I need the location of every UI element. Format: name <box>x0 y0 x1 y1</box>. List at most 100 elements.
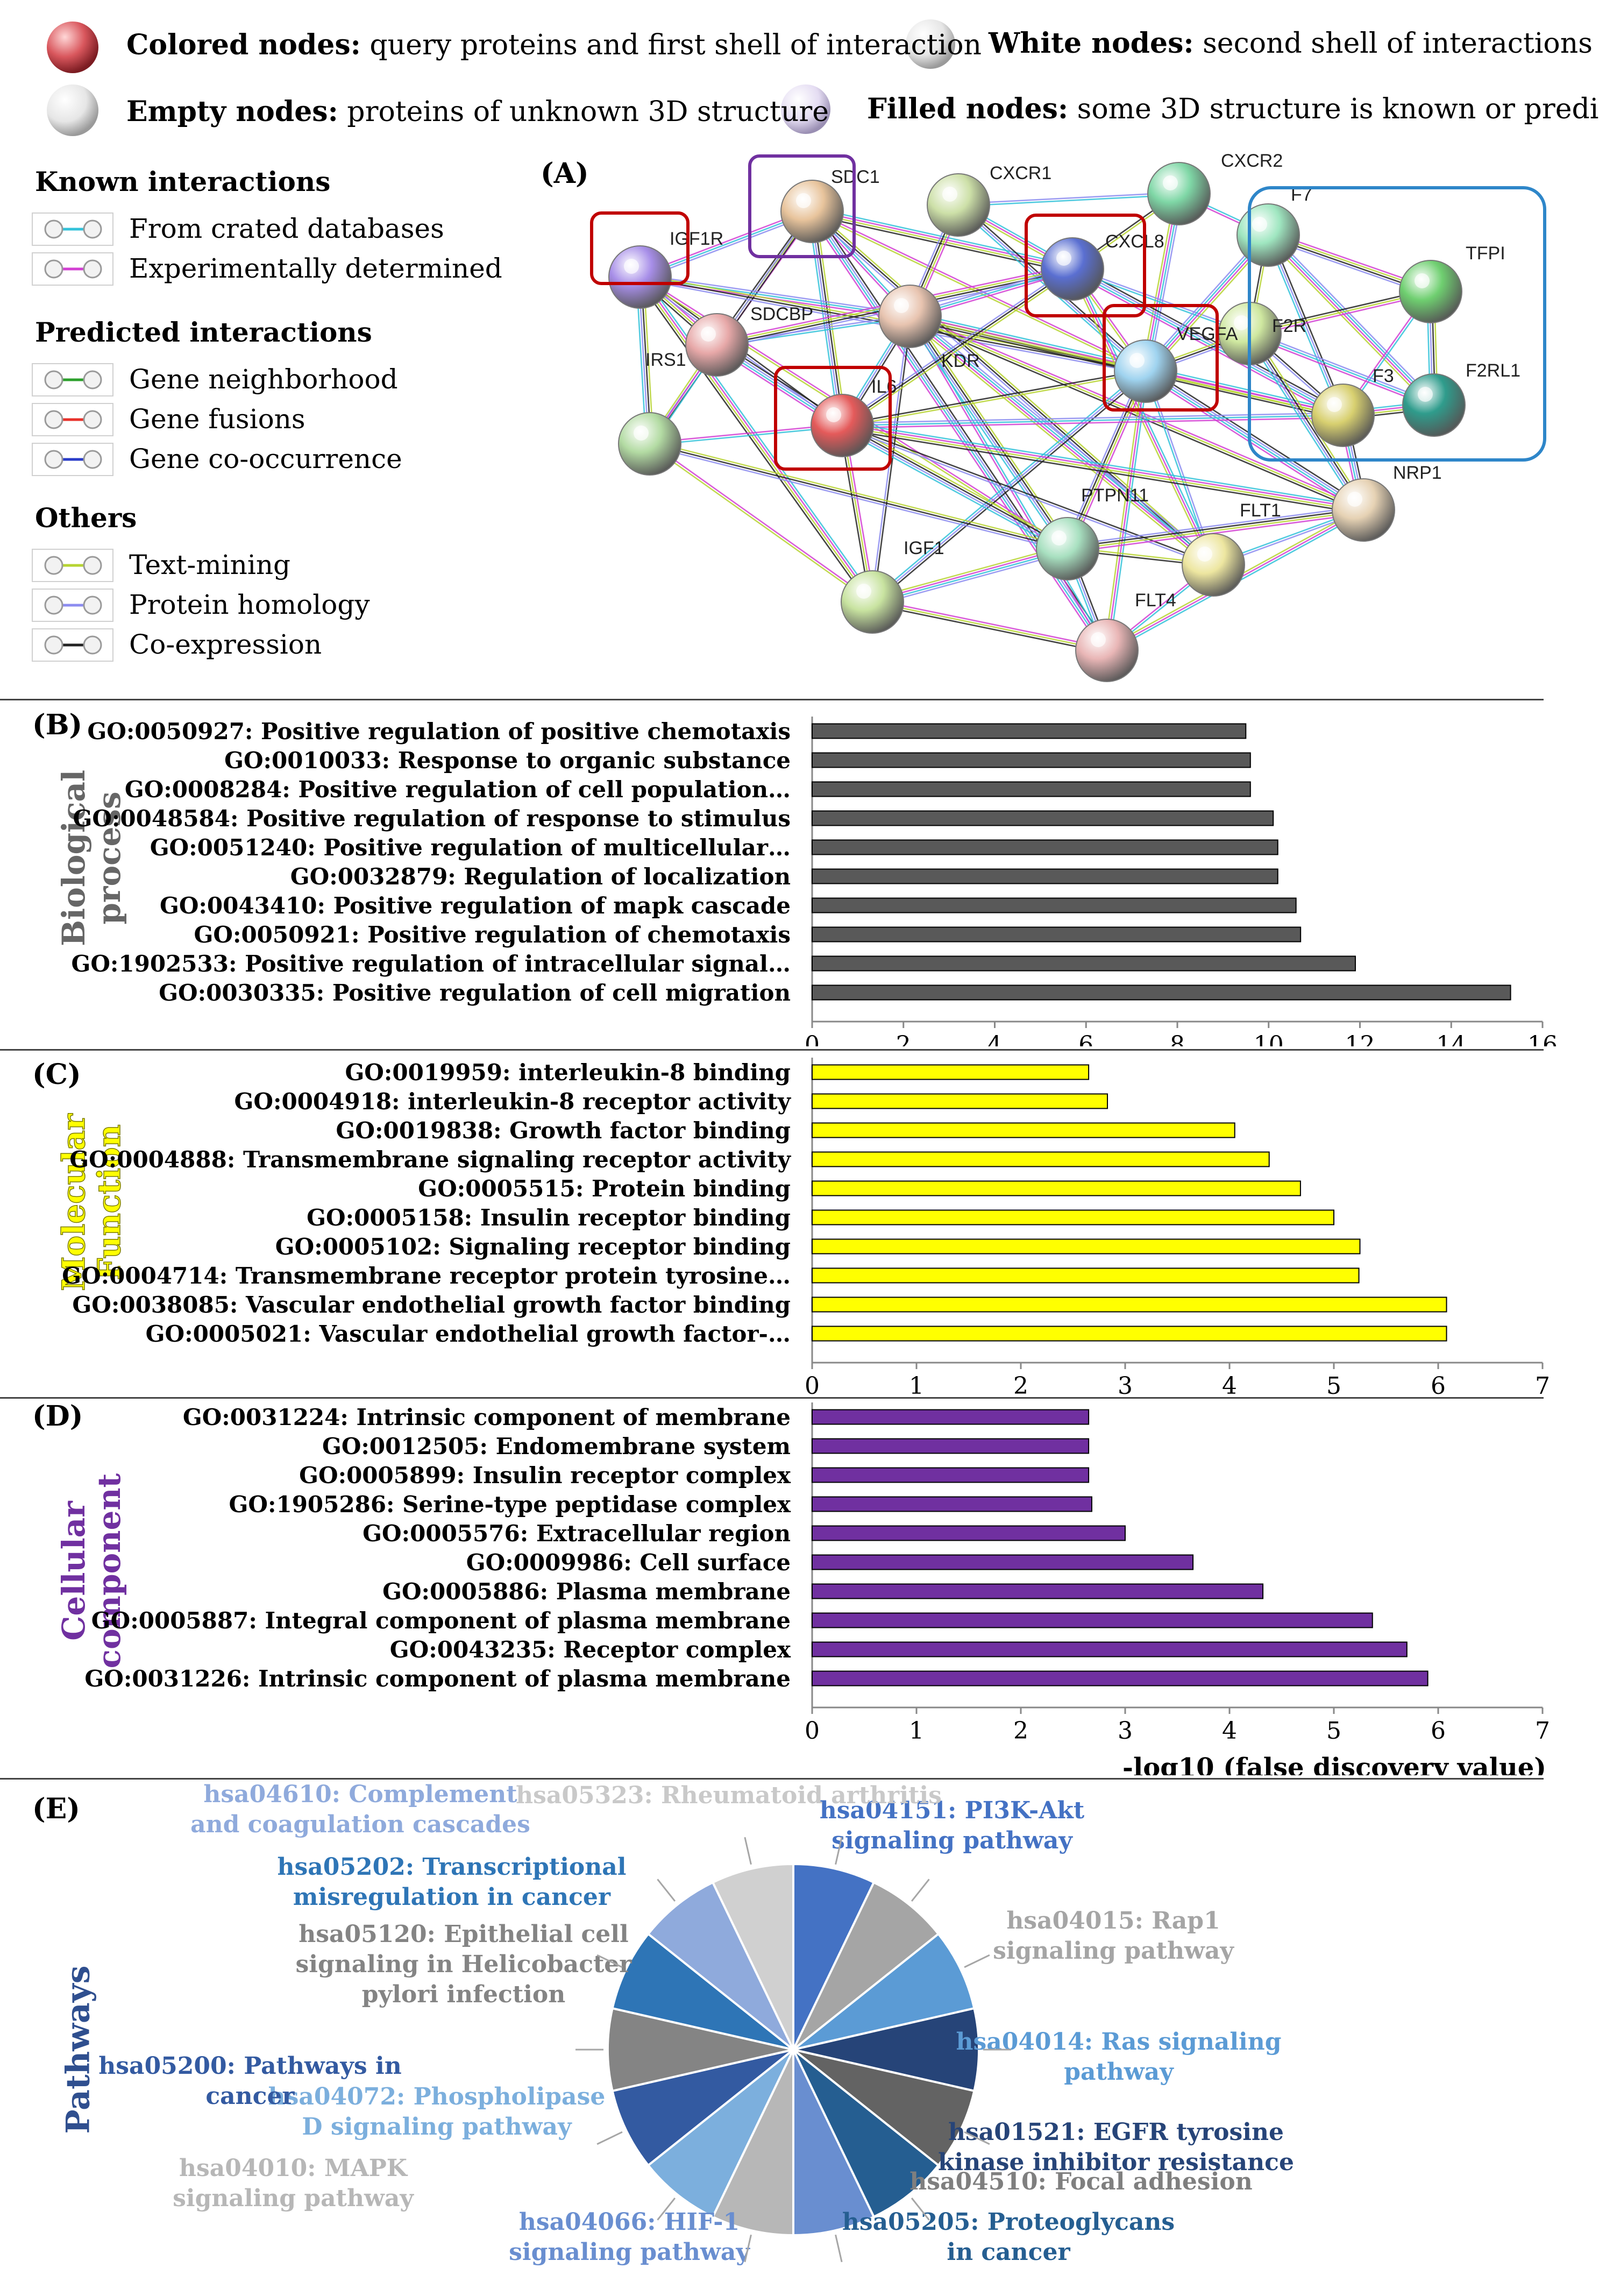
network-edge <box>912 314 1071 547</box>
bar <box>812 1180 1301 1196</box>
colored-node-icon <box>47 22 98 73</box>
bar <box>812 1554 1194 1570</box>
edge-legend-box <box>32 628 113 662</box>
category-label: GO:0005021: Vascular endothelial growth … <box>146 1321 791 1347</box>
side-label-line: Cellular <box>55 1500 92 1641</box>
category-label: GO:0004888: Transmembrane signaling rece… <box>69 1146 791 1173</box>
pie-label: hsa05202: Transcriptional <box>278 1853 627 1881</box>
network-edge <box>1265 236 1342 417</box>
separator-ab <box>0 699 1544 700</box>
network-edge <box>1145 371 1363 512</box>
pie-label: signaling pathway <box>993 1937 1234 1965</box>
network-edge <box>873 551 1069 606</box>
pie-leader-line <box>596 2131 623 2145</box>
x-tick-label: 2 <box>1013 1372 1028 1396</box>
node-highlight <box>796 193 811 208</box>
node-highlight <box>1163 175 1178 190</box>
category-label: GO:0019838: Growth factor binding <box>336 1117 791 1144</box>
pie-label: pylori infection <box>362 1981 565 2008</box>
node-label-cxcr2: CXCR2 <box>1221 151 1283 171</box>
network-edge <box>1246 335 1361 513</box>
node-highlight <box>826 407 841 422</box>
x-tick-label: 12 <box>1345 1031 1375 1046</box>
separator-bc <box>0 1049 1544 1051</box>
pie-leader-line <box>657 1879 676 1902</box>
category-label: GO:0005886: Plasma membrane <box>382 1578 791 1605</box>
edge-legend-node-icon <box>83 410 102 429</box>
pie-label: hsa01521: EGFR tyrosine <box>948 2118 1284 2146</box>
highlight-box-coagulation <box>1248 186 1546 462</box>
network-edge <box>872 316 912 603</box>
pie-label: hsa04072: Phospholipase <box>268 2083 606 2110</box>
category-label: GO:0031224: Intrinsic component of membr… <box>183 1404 791 1430</box>
network-edge <box>910 315 1069 549</box>
bar <box>812 1296 1447 1313</box>
category-label: GO:0005576: Extracellular region <box>363 1520 791 1547</box>
node-igf1r <box>608 245 672 309</box>
x-tick-label: 5 <box>1326 1372 1341 1396</box>
network-edge <box>813 209 1216 564</box>
node-f3 <box>1311 384 1375 447</box>
pie-slice <box>792 1862 876 2050</box>
pie-label: hsa04151: PI3K-Akt <box>820 1797 1085 1824</box>
pie-label: cancer <box>205 2082 295 2110</box>
network-edge <box>908 316 1068 550</box>
node-label-kdr: KDR <box>941 351 980 371</box>
category-label: GO:0005158: Insulin receptor binding <box>307 1204 791 1231</box>
node-flt1 <box>1182 533 1245 597</box>
network-edge <box>1108 371 1149 651</box>
network-edge <box>810 211 842 426</box>
panel-label: (D) <box>32 1400 83 1433</box>
bar <box>812 1438 1090 1454</box>
node-irs1 <box>618 412 681 476</box>
network-edge <box>1252 331 1367 509</box>
x-tick-label: 0 <box>805 1372 820 1396</box>
bar <box>812 1122 1235 1138</box>
edge-legend-box <box>32 252 113 286</box>
category-label: GO:0005887: Integral component of plasma… <box>91 1607 791 1634</box>
edge-legend-title-known: Known interactions <box>35 166 330 197</box>
bar <box>812 1525 1126 1541</box>
network-edge <box>1146 369 1344 415</box>
category-label: GO:0043410: Positive regulation of mapk … <box>160 892 791 919</box>
edge-legend-label: Gene neighborhood <box>129 364 398 395</box>
network-edge <box>872 599 1108 649</box>
side-label-line: Function <box>91 1124 127 1280</box>
pie-leader-line <box>835 1837 843 1865</box>
pie-leader-line <box>911 2198 930 2221</box>
bar <box>812 781 1251 797</box>
network-edge <box>1070 271 1342 420</box>
network-edge <box>650 442 874 602</box>
pie-label: hsa05120: Epithelial cell <box>299 1921 628 1948</box>
x-tick-label: 8 <box>1170 1031 1185 1046</box>
network-edge <box>1068 513 1365 553</box>
category-label: GO:0038085: Vascular endothelial growth … <box>72 1292 791 1318</box>
node-label-f2r: F2R <box>1272 316 1306 336</box>
node-vegfa <box>1114 339 1177 403</box>
node-tfpi <box>1399 260 1462 323</box>
x-tick-label: 14 <box>1436 1031 1466 1046</box>
node-legend-graphics: Colored nodes: query proteins and first … <box>47 19 1599 136</box>
network-edge <box>650 441 1069 547</box>
network-edge <box>1069 270 1212 566</box>
network-edge <box>1071 269 1343 417</box>
pie-label: signaling pathway <box>509 2238 750 2266</box>
network-edge <box>840 428 1067 553</box>
network-edge <box>842 414 1344 427</box>
x-tick-label: 7 <box>1535 1717 1550 1745</box>
pie-label: hsa04014: Ras signaling <box>956 2028 1281 2056</box>
network-edge <box>872 601 1107 651</box>
network-edge <box>1067 508 1363 549</box>
pie-slice <box>792 2049 976 2167</box>
network-edge <box>873 372 1148 605</box>
side-label-e: Pathways <box>60 1966 97 2134</box>
network-edge <box>649 443 1068 550</box>
edge-legend-node-icon <box>44 450 63 469</box>
x-tick-label: 4 <box>1222 1372 1237 1396</box>
node-label-igf1r: IGF1R <box>670 229 723 249</box>
pie-slice <box>611 2049 794 2167</box>
x-tick-label: 0 <box>805 1031 820 1046</box>
